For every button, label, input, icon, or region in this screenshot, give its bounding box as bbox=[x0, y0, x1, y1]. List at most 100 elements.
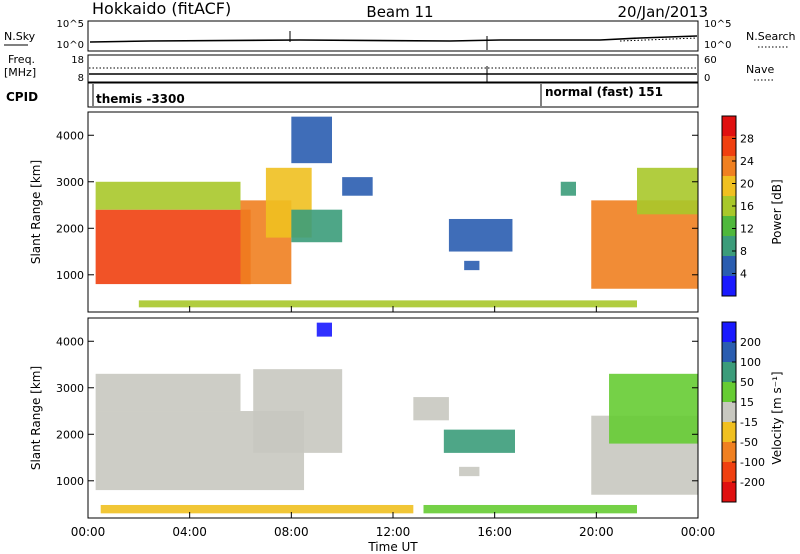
velocity-echo-region bbox=[413, 397, 449, 421]
x-tick-label: 20:00 bbox=[579, 525, 614, 539]
x-tick-label: 08:00 bbox=[274, 525, 309, 539]
freq-tick-high: 18 bbox=[71, 55, 84, 66]
power-marks bbox=[95, 116, 698, 308]
velocity-echo-region bbox=[443, 429, 515, 453]
beam-title: Beam 11 bbox=[366, 3, 433, 21]
power-echo-region bbox=[342, 177, 373, 196]
status-panels: N.Sky Freq. [MHz] CPID N.Search Nave 10^… bbox=[4, 19, 796, 108]
velocity-colorbar-tick-label: -15 bbox=[740, 416, 758, 429]
power-colorbar-tick-label: 4 bbox=[740, 268, 747, 281]
power-colorbar-tick-label: 28 bbox=[740, 133, 754, 146]
cpid-panel bbox=[87, 82, 699, 108]
power-colorbar-tick-label: 8 bbox=[740, 245, 747, 258]
freq-panel bbox=[87, 54, 699, 83]
velocity-colorbar-step bbox=[722, 402, 736, 422]
cpid-segment-2: normal (fast) 151 bbox=[545, 85, 663, 99]
power-colorbar-tick-label: 24 bbox=[740, 155, 754, 168]
power-colorbar: 4 8 12 16 20 24 28 bbox=[721, 115, 754, 297]
x-tick-label: 00:00 bbox=[681, 525, 716, 539]
power-colorbar-step bbox=[722, 136, 736, 156]
velocity-colorbar-tick-label: -100 bbox=[740, 456, 765, 469]
velocity-colorbar-tick-label: 200 bbox=[740, 336, 761, 349]
power-yticks: 1000 2000 3000 4000 bbox=[56, 129, 698, 282]
noise-panel bbox=[87, 20, 699, 52]
nave-tick-low: 0 bbox=[704, 73, 710, 84]
nsky-label: N.Sky bbox=[4, 30, 36, 43]
power-ytick-label: 4000 bbox=[56, 129, 84, 142]
velocity-colorbar-step bbox=[722, 442, 736, 462]
power-colorbar-tick-label: 20 bbox=[740, 178, 754, 191]
power-echo-region bbox=[448, 218, 513, 252]
velocity-marks bbox=[95, 322, 698, 514]
power-ytick-label: 3000 bbox=[56, 176, 84, 189]
power-colorbar-step bbox=[722, 176, 736, 196]
x-tick-label: 16:00 bbox=[477, 525, 512, 539]
power-colorbar-step bbox=[722, 256, 736, 276]
velocity-echo-region bbox=[253, 369, 343, 453]
power-echo-region bbox=[464, 260, 480, 271]
velocity-echo-region bbox=[316, 322, 332, 337]
nave-tick-high: 60 bbox=[704, 55, 717, 66]
x-axis-label: Time UT bbox=[367, 540, 418, 554]
station-title: Hokkaido (fitACF) bbox=[92, 0, 231, 18]
velocity-colorbar-tick-label: 50 bbox=[740, 376, 754, 389]
velocity-yticks: 1000 2000 3000 4000 bbox=[56, 335, 698, 488]
x-tick-label: 12:00 bbox=[376, 525, 411, 539]
velocity-colorbar-tick-label: -50 bbox=[740, 436, 758, 449]
power-echo-region bbox=[95, 181, 241, 210]
velocity-echo-region bbox=[95, 373, 241, 412]
nsearch-trace bbox=[619, 37, 698, 42]
power-colorbar-step bbox=[722, 156, 736, 176]
noise-tick-left-low: 10^0 bbox=[57, 40, 84, 51]
x-tick-label: 04:00 bbox=[172, 525, 207, 539]
velocity-echo-region bbox=[609, 373, 698, 444]
velocity-ylabel: Slant Range [km] bbox=[29, 366, 43, 470]
power-colorbar-tick-label: 12 bbox=[740, 223, 754, 236]
velocity-ytick-label: 3000 bbox=[56, 382, 84, 395]
power-echo-region bbox=[95, 209, 251, 285]
power-colorbar-step bbox=[722, 196, 736, 216]
date-title: 20/Jan/2013 bbox=[618, 3, 709, 21]
power-colorbar-step bbox=[722, 116, 736, 136]
power-echo-region bbox=[138, 300, 638, 308]
velocity-ytick-label: 1000 bbox=[56, 475, 84, 488]
nave-label: Nave bbox=[746, 63, 774, 76]
x-tick-label: 00:00 bbox=[71, 525, 106, 539]
power-echo-region bbox=[291, 116, 332, 164]
nsky-trace bbox=[89, 35, 698, 43]
power-echo-region bbox=[591, 200, 698, 289]
velocity-echo-region bbox=[100, 504, 414, 514]
velocity-colorbar-step bbox=[722, 422, 736, 442]
velocity-colorbar: -200 -100 -50 -15 15 50 100 200 bbox=[721, 321, 765, 503]
velocity-colorbar-step bbox=[722, 482, 736, 502]
power-colorbar-step bbox=[722, 276, 736, 296]
nsearch-label: N.Search bbox=[746, 30, 796, 43]
power-colorbar-step bbox=[722, 216, 736, 236]
velocity-ytick-label: 2000 bbox=[56, 428, 84, 441]
x-axis-ticks: 00:00 04:00 08:00 12:00 16:00 20:00 00:00 bbox=[71, 306, 716, 539]
velocity-colorbar-frame bbox=[721, 321, 737, 503]
velocity-panel: 1000 2000 3000 4000 Slant Range [km] bbox=[29, 317, 699, 519]
power-echo-region bbox=[291, 209, 343, 243]
noise-tick-left-high: 10^5 bbox=[57, 19, 84, 30]
velocity-colorbar-step bbox=[722, 382, 736, 402]
power-ytick-label: 2000 bbox=[56, 222, 84, 235]
freq-tick-low: 8 bbox=[78, 73, 84, 84]
velocity-colorbar-step bbox=[722, 322, 736, 342]
power-panel: 1000 2000 3000 4000 Slant Range [km] bbox=[29, 111, 699, 313]
power-echo-region bbox=[560, 181, 576, 196]
noise-tick-right-high: 10^5 bbox=[704, 19, 731, 30]
velocity-colorbar-tick-label: 15 bbox=[740, 396, 754, 409]
power-ylabel: Slant Range [km] bbox=[29, 160, 43, 264]
freq-label-1: Freq. bbox=[8, 53, 35, 66]
power-colorbar-step bbox=[722, 236, 736, 256]
velocity-colorbar-tick-label: -200 bbox=[740, 476, 765, 489]
velocity-colorbar-step bbox=[722, 342, 736, 362]
freq-label-2: [MHz] bbox=[4, 66, 36, 79]
power-ytick-label: 1000 bbox=[56, 269, 84, 282]
power-colorbar-tick-label: 16 bbox=[740, 200, 754, 213]
power-colorbar-label: Power [dB] bbox=[770, 179, 784, 244]
cpid-segment-1: themis -3300 bbox=[96, 92, 185, 106]
velocity-ytick-label: 4000 bbox=[56, 335, 84, 348]
velocity-colorbar-step bbox=[722, 362, 736, 382]
